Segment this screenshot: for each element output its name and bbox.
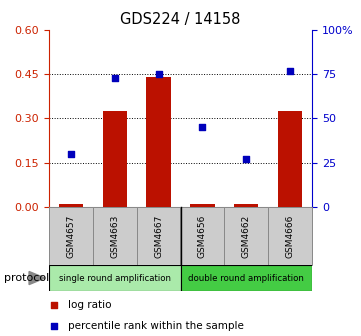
- Text: log ratio: log ratio: [68, 300, 111, 309]
- Bar: [103, 111, 127, 207]
- Bar: [58, 204, 83, 207]
- Bar: [190, 204, 214, 207]
- Text: GSM4663: GSM4663: [110, 214, 119, 258]
- Bar: [234, 204, 258, 207]
- Text: GDS224 / 14158: GDS224 / 14158: [120, 12, 241, 27]
- Point: [287, 68, 293, 74]
- Polygon shape: [29, 271, 45, 285]
- Bar: [49, 207, 93, 265]
- Text: GSM4666: GSM4666: [286, 214, 295, 258]
- Bar: [49, 265, 180, 291]
- Text: single round amplification: single round amplification: [58, 274, 171, 283]
- Text: protocol: protocol: [4, 273, 49, 283]
- Bar: [225, 207, 268, 265]
- Text: GSM4662: GSM4662: [242, 214, 251, 258]
- Point: [68, 151, 74, 157]
- Text: GSM4656: GSM4656: [198, 214, 207, 258]
- Point: [51, 324, 57, 329]
- Bar: [147, 77, 171, 207]
- Text: percentile rank within the sample: percentile rank within the sample: [68, 322, 244, 331]
- Text: double round amplification: double round amplification: [188, 274, 304, 283]
- Bar: [268, 207, 312, 265]
- Bar: [180, 265, 312, 291]
- Point: [200, 125, 205, 130]
- Point: [51, 302, 57, 307]
- Point: [112, 75, 117, 81]
- Text: GSM4657: GSM4657: [66, 214, 75, 258]
- Text: GSM4667: GSM4667: [154, 214, 163, 258]
- Point: [243, 156, 249, 162]
- Point: [156, 72, 161, 77]
- Bar: [278, 111, 303, 207]
- Bar: [180, 207, 225, 265]
- Bar: [136, 207, 180, 265]
- Bar: [93, 207, 136, 265]
